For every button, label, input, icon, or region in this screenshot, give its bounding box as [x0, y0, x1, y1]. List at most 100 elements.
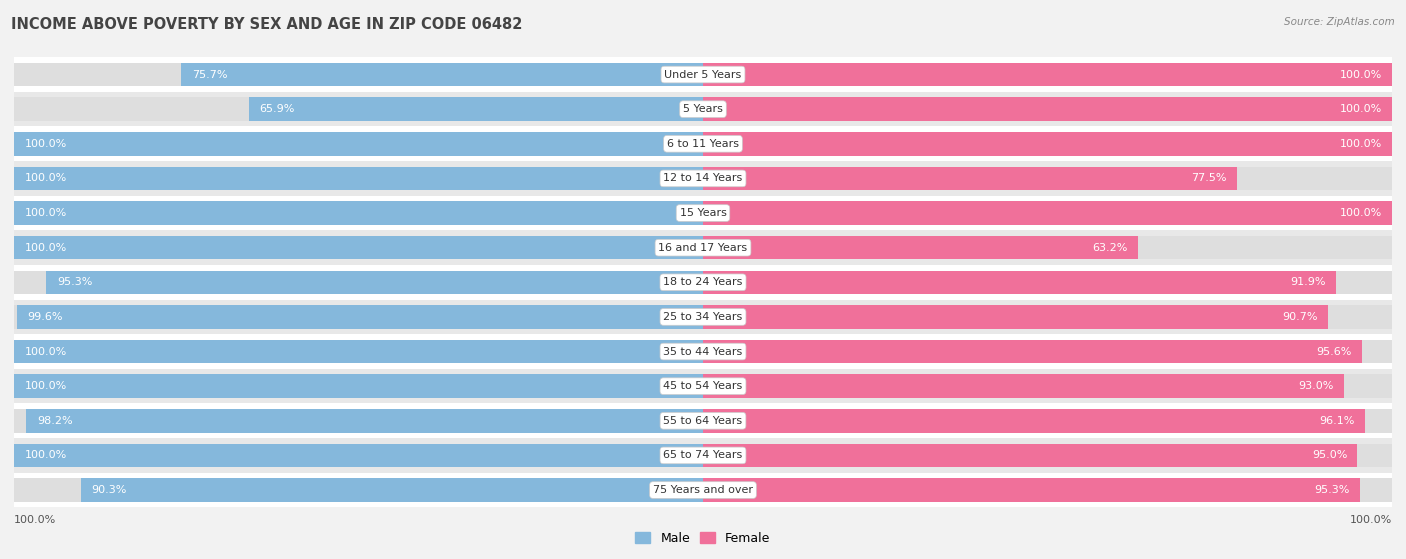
- Bar: [703, 305, 1392, 329]
- Bar: [703, 167, 1392, 190]
- Bar: [249, 97, 703, 121]
- Text: 100.0%: 100.0%: [24, 173, 66, 183]
- Bar: [82, 479, 703, 502]
- Text: 25 to 34 Years: 25 to 34 Years: [664, 312, 742, 322]
- Bar: [17, 305, 703, 329]
- Text: 35 to 44 Years: 35 to 44 Years: [664, 347, 742, 357]
- Bar: [14, 340, 703, 363]
- Bar: [14, 375, 703, 398]
- Text: 75 Years and over: 75 Years and over: [652, 485, 754, 495]
- Text: 45 to 54 Years: 45 to 54 Years: [664, 381, 742, 391]
- Bar: [27, 409, 703, 433]
- Bar: [14, 473, 1392, 508]
- Bar: [703, 305, 1327, 329]
- Bar: [14, 479, 703, 502]
- Bar: [703, 132, 1392, 155]
- Text: 100.0%: 100.0%: [24, 243, 66, 253]
- Text: 100.0%: 100.0%: [1340, 139, 1382, 149]
- Text: 98.2%: 98.2%: [37, 416, 73, 426]
- Bar: [14, 132, 703, 155]
- Bar: [14, 167, 703, 190]
- Bar: [14, 236, 703, 259]
- Bar: [703, 479, 1360, 502]
- Text: 15 Years: 15 Years: [679, 208, 727, 218]
- Bar: [14, 265, 1392, 300]
- Bar: [14, 196, 1392, 230]
- Bar: [14, 57, 1392, 92]
- Bar: [703, 409, 1365, 433]
- Bar: [14, 63, 703, 86]
- Bar: [14, 271, 703, 294]
- Bar: [14, 409, 703, 433]
- Text: 95.3%: 95.3%: [56, 277, 93, 287]
- Bar: [703, 444, 1358, 467]
- Text: 100.0%: 100.0%: [1350, 515, 1392, 525]
- Text: Under 5 Years: Under 5 Years: [665, 69, 741, 79]
- Bar: [703, 167, 1237, 190]
- Text: 91.9%: 91.9%: [1291, 277, 1326, 287]
- Text: 12 to 14 Years: 12 to 14 Years: [664, 173, 742, 183]
- Bar: [14, 201, 703, 225]
- Bar: [703, 340, 1392, 363]
- Text: 93.0%: 93.0%: [1298, 381, 1333, 391]
- Bar: [703, 201, 1392, 225]
- Bar: [14, 230, 1392, 265]
- Legend: Male, Female: Male, Female: [630, 527, 776, 550]
- Bar: [14, 132, 703, 155]
- Bar: [703, 97, 1392, 121]
- Bar: [703, 201, 1392, 225]
- Bar: [14, 369, 1392, 404]
- Bar: [703, 479, 1392, 502]
- Bar: [703, 444, 1392, 467]
- Text: 90.3%: 90.3%: [91, 485, 127, 495]
- Bar: [14, 305, 703, 329]
- Bar: [703, 375, 1392, 398]
- Text: 100.0%: 100.0%: [24, 451, 66, 461]
- Bar: [14, 300, 1392, 334]
- Bar: [14, 404, 1392, 438]
- Bar: [14, 438, 1392, 473]
- Text: 100.0%: 100.0%: [1340, 104, 1382, 114]
- Bar: [703, 340, 1361, 363]
- Text: 65.9%: 65.9%: [259, 104, 295, 114]
- Text: INCOME ABOVE POVERTY BY SEX AND AGE IN ZIP CODE 06482: INCOME ABOVE POVERTY BY SEX AND AGE IN Z…: [11, 17, 523, 32]
- Bar: [703, 63, 1392, 86]
- Bar: [703, 375, 1344, 398]
- Text: 77.5%: 77.5%: [1191, 173, 1226, 183]
- Text: 95.3%: 95.3%: [1313, 485, 1350, 495]
- Bar: [703, 236, 1139, 259]
- Text: 6 to 11 Years: 6 to 11 Years: [666, 139, 740, 149]
- Text: 5 Years: 5 Years: [683, 104, 723, 114]
- Bar: [46, 271, 703, 294]
- Text: 100.0%: 100.0%: [24, 381, 66, 391]
- Bar: [14, 167, 703, 190]
- Text: 75.7%: 75.7%: [191, 69, 228, 79]
- Bar: [703, 63, 1392, 86]
- Bar: [14, 444, 703, 467]
- Bar: [703, 409, 1392, 433]
- Text: 100.0%: 100.0%: [14, 515, 56, 525]
- Text: 100.0%: 100.0%: [24, 139, 66, 149]
- Bar: [14, 444, 703, 467]
- Bar: [14, 334, 1392, 369]
- Bar: [703, 236, 1392, 259]
- Bar: [703, 132, 1392, 155]
- Text: 100.0%: 100.0%: [1340, 69, 1382, 79]
- Text: 100.0%: 100.0%: [24, 347, 66, 357]
- Bar: [14, 92, 1392, 126]
- Text: 90.7%: 90.7%: [1282, 312, 1317, 322]
- Bar: [703, 97, 1392, 121]
- Text: 100.0%: 100.0%: [1340, 208, 1382, 218]
- Bar: [181, 63, 703, 86]
- Bar: [703, 271, 1336, 294]
- Text: 99.6%: 99.6%: [27, 312, 63, 322]
- Text: 95.0%: 95.0%: [1312, 451, 1347, 461]
- Text: 96.1%: 96.1%: [1319, 416, 1355, 426]
- Bar: [703, 271, 1392, 294]
- Text: 55 to 64 Years: 55 to 64 Years: [664, 416, 742, 426]
- Text: 65 to 74 Years: 65 to 74 Years: [664, 451, 742, 461]
- Text: 16 and 17 Years: 16 and 17 Years: [658, 243, 748, 253]
- Bar: [14, 340, 703, 363]
- Text: Source: ZipAtlas.com: Source: ZipAtlas.com: [1284, 17, 1395, 27]
- Bar: [14, 161, 1392, 196]
